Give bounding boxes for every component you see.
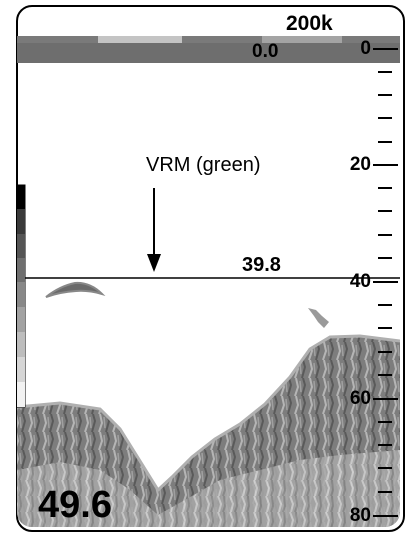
range-strip-segment	[262, 36, 342, 43]
range-strip-segment	[98, 36, 182, 43]
depth-scale-ticks	[373, 48, 398, 517]
surface-noise-echo	[308, 308, 329, 328]
vrm-arrow	[147, 188, 161, 272]
vrm-annotation-label: VRM (green)	[146, 154, 261, 176]
bottom-trace-line	[17, 334, 400, 493]
frequency-label: 200k	[286, 12, 333, 35]
depth-scale-label: 80	[349, 505, 371, 526]
depth-scale-label: 60	[349, 388, 371, 409]
range-strip	[17, 36, 400, 43]
fish-school-echo	[45, 281, 106, 298]
shift-value: 0.0	[252, 41, 279, 62]
vrm-depth-value: 39.8	[242, 254, 281, 276]
zero-line-band	[17, 43, 400, 63]
depth-readout: 49.6	[38, 484, 112, 526]
depth-scale-label: 20	[349, 154, 371, 175]
depth-scale-label: 0	[360, 38, 371, 59]
color-bar	[16, 184, 26, 408]
depth-scale-label: 40	[349, 271, 371, 292]
seabed-echo-light-zone	[17, 450, 400, 527]
